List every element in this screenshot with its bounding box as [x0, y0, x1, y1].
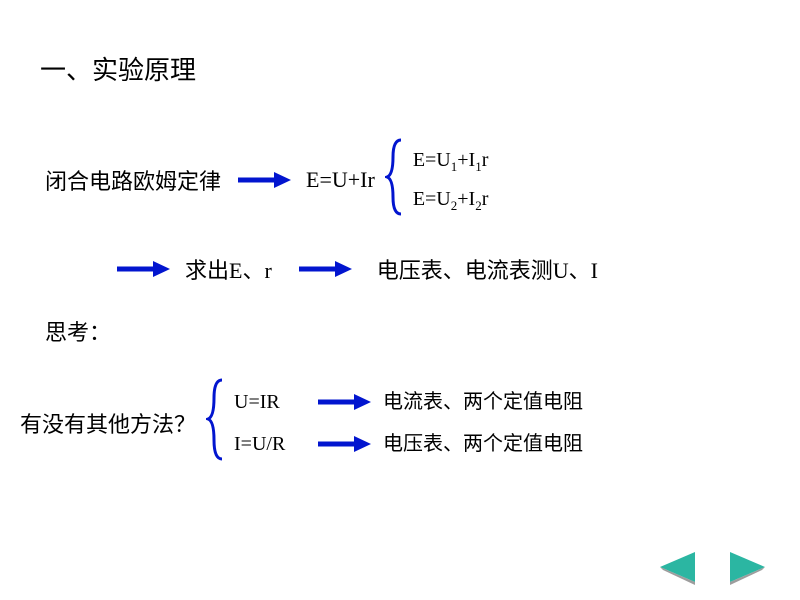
arrow-icon: [297, 259, 352, 279]
question-text: 有没有其他方法？: [20, 407, 196, 439]
arrow-icon: [236, 170, 291, 190]
equation-2: E=U2+I2r: [413, 180, 489, 219]
slide-content: 一、实验原理 闭合电路欧姆定律 E=U+Ir E=U1+I1r E=U2+I2r…: [0, 0, 800, 600]
section-title: 一、实验原理: [40, 50, 770, 87]
nav-controls: [655, 550, 770, 585]
solve-text: 求出E、r: [185, 253, 272, 285]
derivation-row: 求出E、r 电压表、电流表测U、I: [100, 253, 770, 285]
arrow-icon: [316, 434, 371, 454]
ohm-law-label: 闭合电路欧姆定律: [45, 164, 221, 196]
arrow-icon: [115, 259, 170, 279]
arrow-icon: [316, 392, 371, 412]
principle-row: 闭合电路欧姆定律 E=U+Ir E=U1+I1r E=U2+I2r: [45, 137, 770, 223]
alternative-2: I=U/R 电压表、两个定值电阻: [234, 423, 583, 465]
main-formula: E=U+Ir: [306, 167, 375, 193]
alternatives-stack: U=IR 电流表、两个定值电阻 I=U/R 电压表、两个定值电阻: [234, 381, 583, 465]
measure-text: 电压表、电流表测U、I: [377, 253, 598, 285]
equation-system: E=U1+I1r E=U2+I2r: [413, 141, 489, 218]
prev-button[interactable]: [655, 550, 700, 585]
brace-icon: [206, 377, 226, 468]
alternatives-row: 有没有其他方法？ U=IR 电流表、两个定值电阻 I=U/R 电压表、两个定值电…: [20, 377, 770, 468]
brace-icon: [385, 137, 405, 223]
think-row: 思考：: [45, 315, 770, 347]
next-button[interactable]: [725, 550, 770, 585]
alternative-1: U=IR 电流表、两个定值电阻: [234, 381, 583, 423]
equation-1: E=U1+I1r: [413, 141, 489, 180]
think-label: 思考：: [45, 315, 111, 347]
